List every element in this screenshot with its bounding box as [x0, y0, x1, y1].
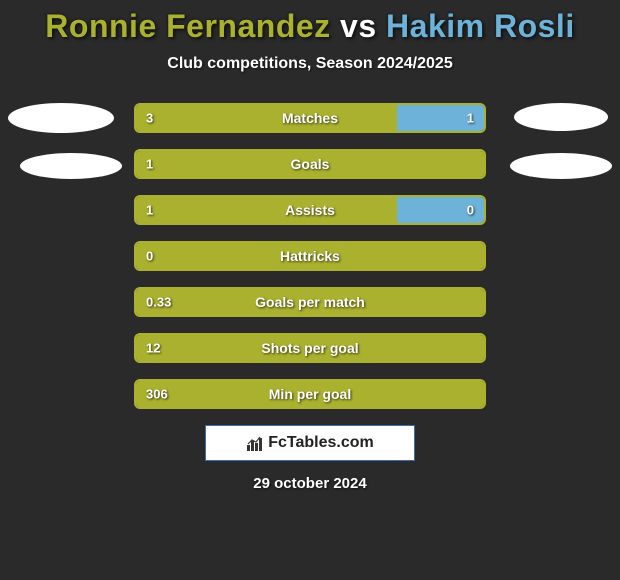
- stats-area: 3 Matches 1 1 Goals 1 Assists 0 0 Hattricks 0.33 Go…: [0, 103, 620, 409]
- site-badge[interactable]: FcTables.com: [205, 425, 415, 461]
- stat-label: Min per goal: [269, 386, 351, 402]
- site-label: FcTables.com: [268, 434, 374, 452]
- subtitle: Club competitions, Season 2024/2025: [0, 55, 620, 73]
- stat-rows-container: 3 Matches 1 1 Goals 1 Assists 0 0 Hattricks 0.33 Go…: [134, 103, 486, 409]
- stat-label: Shots per goal: [261, 340, 358, 356]
- stat-row: 306 Min per goal: [134, 379, 486, 409]
- stat-fill-left: [136, 105, 397, 131]
- stat-row: 3 Matches 1: [134, 103, 486, 133]
- stat-fill-left: [136, 197, 397, 223]
- stat-label: Hattricks: [280, 248, 340, 264]
- stat-row: 12 Shots per goal: [134, 333, 486, 363]
- chart-icon: [246, 434, 264, 452]
- stat-label: Assists: [285, 202, 335, 218]
- stat-row: 0 Hattricks: [134, 241, 486, 271]
- player2-name: Hakim Rosli: [386, 8, 575, 44]
- stat-value-left: 12: [146, 341, 160, 356]
- stat-value-left: 3: [146, 111, 153, 126]
- stat-value-left: 306: [146, 387, 168, 402]
- stat-label: Goals per match: [255, 294, 365, 310]
- stat-value-left: 1: [146, 203, 153, 218]
- stat-value-left: 0.33: [146, 295, 171, 310]
- stat-value-left: 1: [146, 157, 153, 172]
- date-text: 29 october 2024: [0, 475, 620, 492]
- stat-row: 1 Goals: [134, 149, 486, 179]
- stat-value-left: 0: [146, 249, 153, 264]
- stat-label: Goals: [291, 156, 330, 172]
- comparison-title: Ronnie Fernandez vs Hakim Rosli: [0, 0, 620, 45]
- player2-photo-placeholder-2: [510, 153, 612, 179]
- stat-value-right: 1: [467, 111, 474, 126]
- stat-row: 0.33 Goals per match: [134, 287, 486, 317]
- player1-photo-placeholder-2: [20, 153, 122, 179]
- player2-photo-placeholder-1: [514, 103, 608, 131]
- stat-value-right: 0: [467, 203, 474, 218]
- player1-name: Ronnie Fernandez: [45, 8, 330, 44]
- vs-text: vs: [340, 8, 377, 44]
- player1-photo-placeholder-1: [8, 103, 114, 133]
- stat-row: 1 Assists 0: [134, 195, 486, 225]
- stat-label: Matches: [282, 110, 338, 126]
